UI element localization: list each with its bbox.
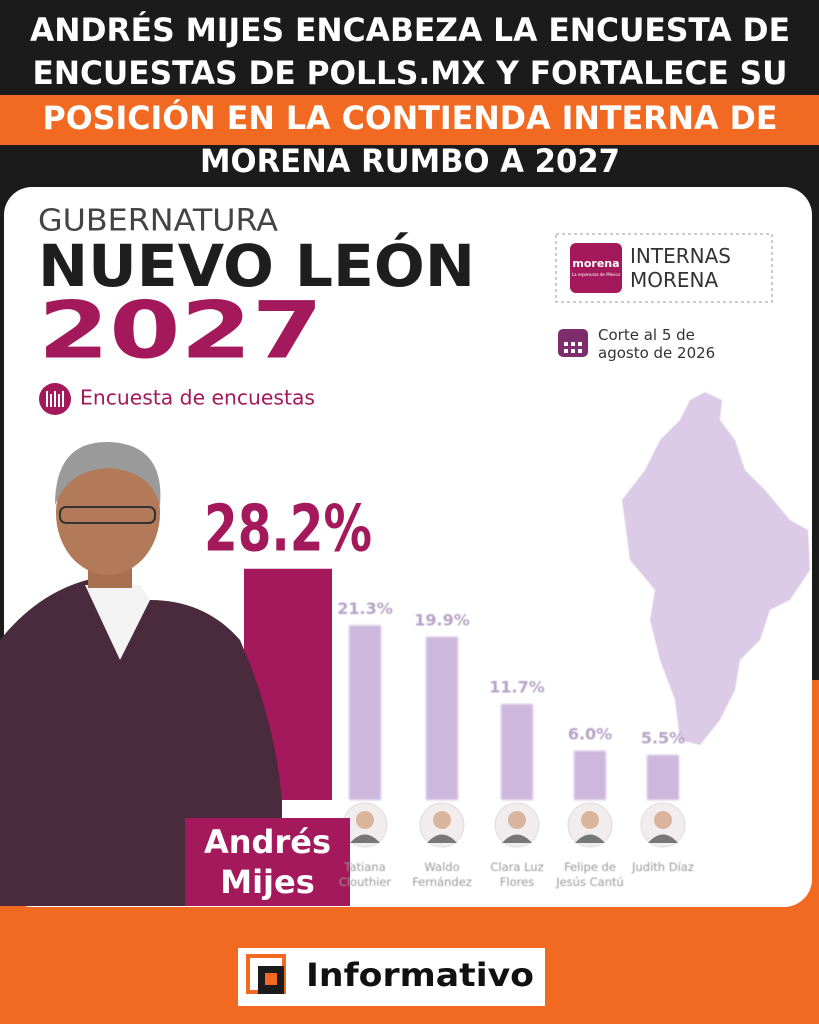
calendar-dot — [564, 342, 568, 346]
person-glasses — [59, 506, 156, 524]
source-icon-bar — [54, 391, 56, 407]
person-head — [56, 451, 160, 575]
value-label: 5.5% — [641, 728, 685, 747]
headline-line: MORENA RUMBO A 2027 — [200, 142, 620, 180]
footer-icon-inner — [265, 973, 277, 985]
map-shape — [621, 391, 811, 746]
badge-logo — [570, 243, 622, 293]
footer-brand: Informativo — [306, 956, 534, 994]
value-label: 19.9% — [414, 610, 470, 629]
name-box — [185, 818, 350, 906]
avatar-head — [581, 811, 599, 829]
category-label: Waldo Fernández — [412, 860, 472, 889]
avatar-head — [508, 811, 526, 829]
source-icon-bar — [46, 391, 48, 407]
badge-label: INTERNAS MORENA — [630, 244, 731, 292]
category-label: Clara Luz Flores — [490, 860, 544, 889]
avatar-body — [502, 834, 532, 843]
bar — [349, 625, 381, 800]
badge-frame — [555, 233, 773, 303]
headline-band — [0, 95, 819, 145]
value-label: 28.2% — [204, 492, 372, 566]
category-label: Felipe de Jesús Cantú — [556, 860, 624, 889]
person-shirt — [85, 585, 150, 660]
year: 2027 — [38, 286, 323, 376]
calendar-dot — [564, 349, 568, 353]
source-icon-bar — [62, 391, 64, 407]
person-hair — [55, 441, 161, 505]
avatar-body — [575, 834, 605, 843]
source: Encuesta de encuestas — [80, 386, 315, 410]
bar — [501, 704, 533, 800]
avatar-body — [648, 834, 678, 843]
headline-line: POSICIÓN EN LA CONTIENDA INTERNA DE — [43, 98, 778, 137]
headline-line: ANDRÉS MIJES ENCABEZA LA ENCUESTA DE — [30, 11, 790, 49]
source-icon-bar — [58, 394, 60, 407]
category-label: Tatiana Clouthier — [338, 860, 392, 889]
badge-logo-text: morena — [572, 257, 619, 270]
category-label: Andrés Mijes — [204, 823, 331, 901]
calendar-dot — [578, 342, 582, 346]
source-icon-bar — [50, 394, 52, 407]
calendar-dot — [578, 349, 582, 353]
headline-line: ENCUESTAS DE POLLS.MX Y FORTALECE SU — [33, 54, 788, 92]
value-label: 21.3% — [337, 599, 393, 618]
bar — [426, 636, 458, 800]
avatar-head — [433, 811, 451, 829]
avatar-head — [356, 811, 374, 829]
avatar-body — [427, 834, 457, 843]
bar — [647, 754, 679, 800]
date: Corte al 5 de agosto de 2026 — [598, 326, 716, 362]
bar — [574, 750, 606, 800]
footer-box — [238, 948, 545, 1006]
kicker: GUBERNATURA — [38, 204, 279, 239]
avatar-body — [350, 834, 380, 843]
calendar-dot — [571, 349, 575, 353]
value-label: 11.7% — [489, 678, 545, 697]
category-label: Judith Díaz — [632, 860, 694, 874]
state: NUEVO LEÓN — [38, 231, 475, 300]
value-label: 6.0% — [568, 724, 612, 743]
calendar-dot — [571, 342, 575, 346]
avatar-head — [654, 811, 672, 829]
badge-tagline: La esperanza de México — [572, 272, 621, 277]
